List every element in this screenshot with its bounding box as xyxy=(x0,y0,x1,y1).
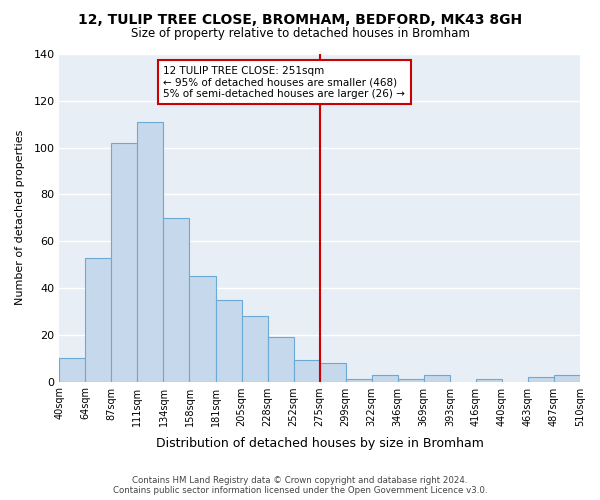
Bar xyxy=(85,258,112,382)
Bar xyxy=(215,300,242,382)
Bar xyxy=(112,143,137,382)
Bar xyxy=(293,360,320,382)
Bar xyxy=(398,379,424,382)
Bar xyxy=(242,316,268,382)
Bar xyxy=(268,337,293,382)
Bar xyxy=(424,374,450,382)
Bar xyxy=(346,379,372,382)
Bar xyxy=(163,218,190,382)
Bar xyxy=(476,379,502,382)
Bar xyxy=(554,374,580,382)
Bar xyxy=(372,374,398,382)
Bar xyxy=(190,276,215,382)
X-axis label: Distribution of detached houses by size in Bromham: Distribution of detached houses by size … xyxy=(156,437,484,450)
Bar xyxy=(320,363,346,382)
Bar xyxy=(137,122,163,382)
Bar xyxy=(59,358,85,382)
Text: Size of property relative to detached houses in Bromham: Size of property relative to detached ho… xyxy=(131,28,469,40)
Text: 12 TULIP TREE CLOSE: 251sqm
← 95% of detached houses are smaller (468)
5% of sem: 12 TULIP TREE CLOSE: 251sqm ← 95% of det… xyxy=(163,66,406,99)
Y-axis label: Number of detached properties: Number of detached properties xyxy=(15,130,25,306)
Text: Contains HM Land Registry data © Crown copyright and database right 2024.
Contai: Contains HM Land Registry data © Crown c… xyxy=(113,476,487,495)
Text: 12, TULIP TREE CLOSE, BROMHAM, BEDFORD, MK43 8GH: 12, TULIP TREE CLOSE, BROMHAM, BEDFORD, … xyxy=(78,12,522,26)
Bar xyxy=(528,377,554,382)
